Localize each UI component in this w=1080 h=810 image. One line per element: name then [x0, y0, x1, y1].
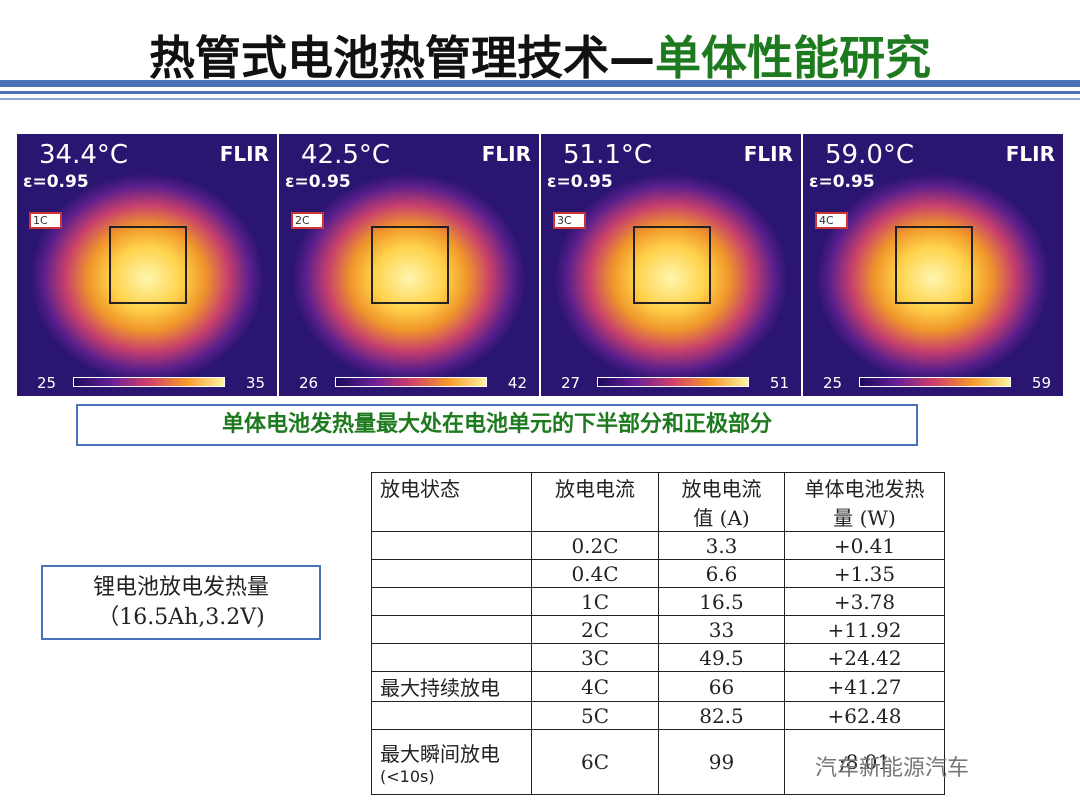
scale-max: 51 [769, 374, 789, 392]
table-row: 2C 33 +11.92 [371, 615, 945, 644]
table-row: 5C 82.5 +62.48 [371, 701, 945, 730]
measurement-box [371, 226, 449, 304]
title-dash: — [609, 31, 655, 85]
scale-max: 35 [245, 374, 265, 392]
flir-logo: FLIR [743, 142, 793, 166]
title-rule [0, 91, 1080, 94]
temperature-readout: 59.0°C [825, 140, 915, 170]
scale-max: 42 [507, 374, 527, 392]
page-title: 热管式电池热管理技术—单体性能研究 [0, 22, 1080, 88]
title-rule [0, 98, 1080, 100]
scale-min: 25 [823, 374, 843, 392]
watermark: 汽车新能源汽车 [815, 756, 970, 781]
state-label: 最大瞬间放电 [380, 742, 500, 766]
flir-logo: FLIR [219, 142, 269, 166]
thermal-image-4c: 59.0°C ε=0.95 FLIR 4C 25 59 [803, 134, 1063, 396]
table-row: 最大持续放电 4C 66 +41.27 [371, 671, 945, 702]
color-scale-bar [335, 377, 487, 387]
header-cell: 单体电池发热量 (W) [784, 472, 945, 532]
emissivity-label: ε=0.95 [285, 172, 351, 192]
temperature-readout: 51.1°C [563, 140, 653, 170]
header-cell: 放电电流 [531, 472, 659, 532]
header-cell: 放电状态 [371, 472, 532, 532]
table-row: 3C 49.5 +24.42 [371, 643, 945, 672]
rate-tag: 4C [815, 212, 848, 229]
thermal-image-2c: 42.5°C ε=0.95 FLIR 2C 26 42 [279, 134, 539, 396]
table-row: 0.2C 3.3 +0.41 [371, 531, 945, 560]
emissivity-label: ε=0.95 [23, 172, 89, 192]
rate-tag: 2C [291, 212, 324, 229]
temperature-readout: 34.4°C [39, 140, 129, 170]
scale-min: 27 [561, 374, 581, 392]
table-row: 0.4C 6.6 +1.35 [371, 559, 945, 588]
table-header-row: 放电状态 放电电流 放电电流值 (A) 单体电池发热量 (W) [371, 472, 945, 532]
measurement-box [109, 226, 187, 304]
scale-min: 25 [37, 374, 57, 392]
rate-tag: 3C [553, 212, 586, 229]
conclusion-note: 单体电池发热量最大处在电池单元的下半部分和正极部分 [76, 404, 918, 446]
rate-tag: 1C [29, 212, 62, 229]
measurement-box [633, 226, 711, 304]
discharge-table: 放电状态 放电电流 放电电流值 (A) 单体电池发热量 (W) 0.2C 3.3… [371, 472, 945, 795]
battery-spec: （16.5Ah,3.2V) [97, 605, 265, 630]
color-scale-bar [597, 377, 749, 387]
title-main: 热管式电池热管理技术 [149, 31, 609, 85]
battery-spec-box: 锂电池放电发热量 （16.5Ah,3.2V) [41, 565, 321, 640]
state-sub-label: (<10s) [380, 767, 435, 786]
scale-max: 59 [1031, 374, 1051, 392]
battery-title: 锂电池放电发热量 [92, 575, 269, 600]
thermal-images: 34.4°C ε=0.95 FLIR 1C 25 35 42.5°C ε=0.9… [17, 134, 1065, 396]
flir-logo: FLIR [481, 142, 531, 166]
title-sub: 单体性能研究 [655, 31, 931, 85]
header-cell: 放电电流值 (A) [658, 472, 785, 532]
temperature-readout: 42.5°C [301, 140, 391, 170]
color-scale-bar [73, 377, 225, 387]
flir-logo: FLIR [1005, 142, 1055, 166]
color-scale-bar [859, 377, 1011, 387]
scale-min: 26 [299, 374, 319, 392]
table-row: 1C 16.5 +3.78 [371, 587, 945, 616]
thermal-image-3c: 51.1°C ε=0.95 FLIR 3C 27 51 [541, 134, 801, 396]
title-rule [0, 80, 1080, 87]
emissivity-label: ε=0.95 [547, 172, 613, 192]
thermal-image-1c: 34.4°C ε=0.95 FLIR 1C 25 35 [17, 134, 277, 396]
emissivity-label: ε=0.95 [809, 172, 875, 192]
table-row: 最大瞬间放电 (<10s) 6C 99 ;8.01 [371, 729, 945, 795]
measurement-box [895, 226, 973, 304]
